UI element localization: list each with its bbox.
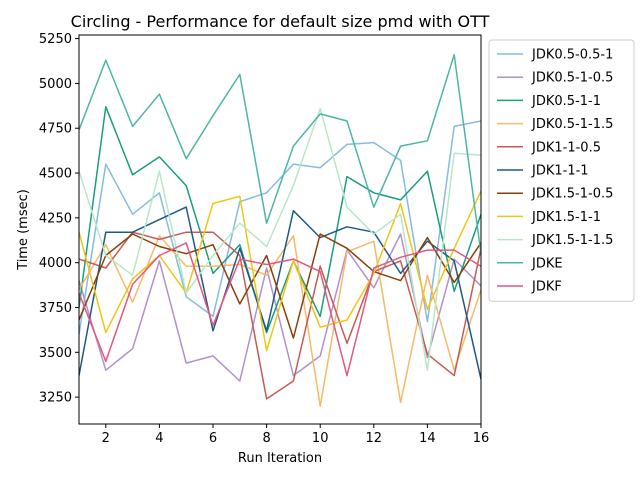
- legend-label: JDKE: [531, 256, 563, 271]
- legend-label: JDK0.5-1-0.5: [531, 71, 613, 86]
- y-axis-label: Time (msec): [16, 189, 31, 271]
- x-tick-label: 2: [102, 431, 110, 446]
- plot-frame: [78, 34, 482, 425]
- y-tick-label: 3500: [39, 346, 72, 361]
- series-line-6: [79, 206, 481, 380]
- plot-lines: [79, 53, 481, 407]
- legend-label: JDKF: [531, 280, 562, 295]
- x-tick-label: 10: [312, 431, 329, 446]
- series-line-5: [79, 231, 481, 400]
- chart-title: Circling - Performance for default size …: [71, 12, 490, 31]
- y-tick-label: 3250: [39, 391, 72, 406]
- x-tick-label: 12: [366, 431, 383, 446]
- legend-frame: [488, 39, 635, 302]
- y-tick-label: 4000: [39, 256, 72, 271]
- x-tick-label: 6: [209, 431, 217, 446]
- series-line-8: [79, 190, 481, 352]
- legend-label: JDK1-1-0.5: [531, 140, 601, 155]
- y-tick-label: 4500: [39, 167, 72, 182]
- x-tick-label: 8: [262, 431, 270, 446]
- legend-label: JDK1.5-1-0.5: [531, 187, 613, 202]
- series-line-10: [79, 53, 481, 254]
- x-tick-label: 16: [473, 431, 490, 446]
- x-axis-label: Run Iteration: [238, 451, 322, 466]
- x-tick-label: 4: [155, 431, 163, 446]
- legend-label: JDK0.5-1-1.5: [531, 117, 613, 132]
- x-axis-ticks: 2 4 6 8 10 12 14 16: [102, 424, 490, 446]
- legend: JDK0.5-0.5-1 JDK0.5-1-0.5 JDK0.5-1-1 JDK0.5…: [488, 39, 635, 302]
- series-line-1: [79, 120, 481, 335]
- legend-label: JDK1-1-1: [531, 164, 589, 179]
- y-axis-ticks: 3250 3500 3750 4000 4250 4500 4750 5000 5250: [39, 32, 79, 406]
- y-tick-label: 4250: [39, 211, 72, 226]
- legend-label: JDK1.5-1-1: [531, 210, 601, 225]
- y-tick-label: 4750: [39, 122, 72, 137]
- y-tick-label: 5250: [39, 32, 72, 47]
- legend-label: JDK0.5-0.5-1: [531, 48, 613, 63]
- x-tick-label: 14: [419, 431, 436, 446]
- legend-label: JDK0.5-1-1: [531, 94, 601, 109]
- y-tick-label: 3750: [39, 301, 72, 316]
- series-line-9: [79, 107, 481, 371]
- legend-label: JDK1.5-1-1.5: [531, 233, 613, 248]
- series-line-11: [79, 242, 481, 377]
- y-tick-label: 5000: [39, 77, 72, 92]
